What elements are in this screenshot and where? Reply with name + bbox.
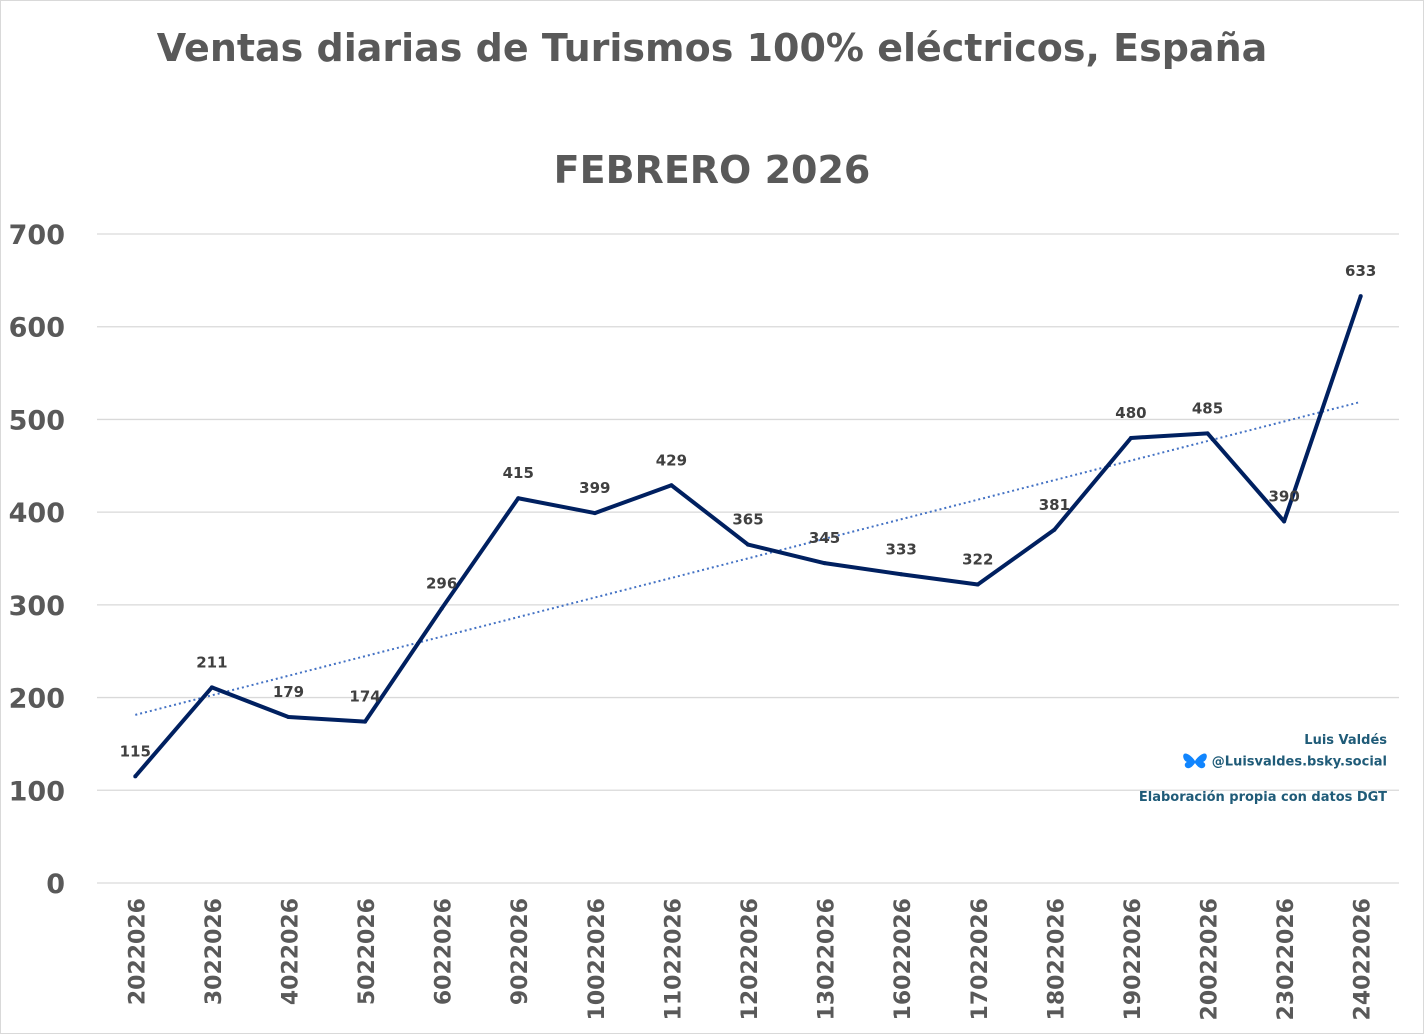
data-point — [1052, 527, 1057, 532]
data-point — [669, 483, 674, 488]
credit-source: Elaboración propia con datos DGT — [1138, 790, 1387, 805]
data-label: 211 — [196, 653, 227, 671]
data-label: 480 — [1115, 404, 1146, 422]
x-tick-label: 19022026 — [1121, 898, 1146, 1020]
data-point — [1282, 519, 1287, 524]
data-label: 322 — [962, 550, 993, 568]
x-tick-label: 5022026 — [355, 898, 380, 1005]
y-tick-label: 700 — [9, 220, 65, 251]
chart-subtitle: FEBRERO 2026 — [553, 148, 871, 192]
x-tick-label: 17022026 — [968, 898, 993, 1020]
data-point — [133, 774, 138, 779]
x-tick-label: 6022026 — [432, 898, 457, 1005]
data-label: 174 — [349, 688, 380, 706]
y-tick-label: 100 — [9, 776, 65, 807]
credit-author: Luis Valdés — [1304, 733, 1387, 748]
x-tick-label: 9022026 — [508, 898, 533, 1005]
x-tick-label: 18022026 — [1044, 898, 1069, 1020]
data-label: 381 — [1039, 496, 1070, 514]
y-tick-label: 400 — [9, 498, 65, 529]
data-label: 429 — [656, 451, 687, 469]
data-point — [899, 572, 904, 577]
x-tick-label: 12022026 — [738, 898, 763, 1020]
x-tick-label: 3022026 — [202, 898, 227, 1005]
x-tick-label: 4022026 — [278, 898, 303, 1005]
data-point — [1358, 294, 1363, 299]
x-tick-label: 24022026 — [1351, 898, 1376, 1020]
data-label: 333 — [886, 540, 917, 558]
trendline — [135, 400, 1361, 716]
data-label: 390 — [1268, 487, 1299, 505]
series-line — [133, 295, 1363, 778]
x-tick-label: 2022026 — [125, 898, 150, 1005]
data-point — [1128, 435, 1133, 440]
y-tick-label: 0 — [46, 869, 65, 900]
y-tick-label: 600 — [9, 313, 65, 344]
data-label: 485 — [1192, 399, 1223, 417]
credit-handle-row: @Luisvaldes.bsky.social — [1182, 752, 1387, 772]
data-label: 345 — [809, 529, 840, 547]
x-tick-label: 10022026 — [585, 898, 610, 1020]
data-point — [516, 496, 521, 501]
data-label: 296 — [426, 575, 457, 593]
chart-title: Ventas diarias de Turismos 100% eléctric… — [156, 26, 1268, 70]
credit-handle: @Luisvaldes.bsky.social — [1211, 754, 1387, 770]
data-point — [286, 715, 291, 720]
data-point — [592, 511, 597, 516]
y-tick-label: 300 — [9, 591, 65, 622]
bluesky-butterfly-icon — [1182, 753, 1207, 769]
x-tick-label: 13022026 — [815, 898, 840, 1020]
y-tick-label: 500 — [9, 405, 65, 436]
data-point — [1205, 431, 1210, 436]
x-tick-label: 23022026 — [1274, 898, 1299, 1020]
data-label: 633 — [1345, 262, 1376, 280]
data-point — [363, 719, 368, 724]
y-tick-label: 200 — [9, 684, 65, 715]
x-tick-label: 20022026 — [1198, 898, 1223, 1020]
x-tick-label: 11022026 — [661, 898, 686, 1020]
data-point — [822, 561, 827, 566]
data-point — [439, 606, 444, 611]
data-label: 115 — [120, 742, 151, 760]
data-label: 179 — [273, 683, 304, 701]
data-label: 415 — [503, 464, 534, 482]
data-label: 365 — [732, 511, 763, 529]
data-point — [746, 542, 750, 547]
data-point — [975, 582, 980, 587]
data-point — [209, 685, 214, 690]
data-label: 399 — [579, 479, 610, 497]
x-tick-label: 16022026 — [891, 898, 916, 1020]
